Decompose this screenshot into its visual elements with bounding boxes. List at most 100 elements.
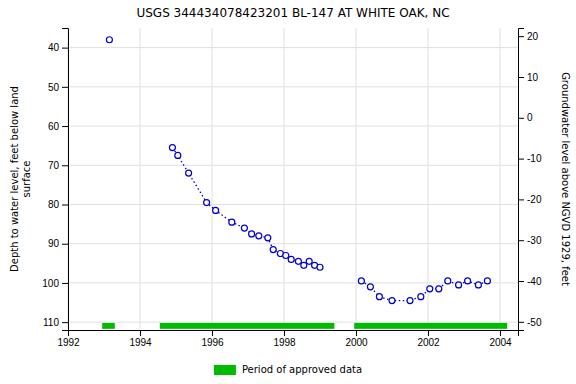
series-point	[301, 262, 307, 268]
tick: 20	[518, 31, 539, 42]
grid-line-x	[500, 28, 501, 330]
plot: 1992199419961998200020022004405060708090…	[42, 28, 542, 348]
tick-label: 70	[48, 160, 60, 171]
grid-line-y	[68, 86, 518, 87]
axis-line	[62, 29, 69, 331]
series	[169, 145, 323, 271]
tick-label: 1994	[129, 337, 152, 348]
tick-label: 2002	[417, 337, 440, 348]
tick: 2002	[417, 330, 440, 348]
tick-mark	[62, 204, 68, 205]
series-point	[367, 284, 373, 290]
series-point	[389, 298, 395, 304]
tick-label: 10	[527, 72, 539, 83]
series-point	[256, 233, 262, 239]
tick-mark	[62, 322, 68, 323]
series-line	[172, 148, 320, 268]
grid-line-x	[356, 28, 357, 330]
legend-swatch	[214, 365, 236, 375]
tick: -50	[518, 317, 542, 328]
tick: 10	[518, 72, 539, 83]
series-point	[427, 286, 433, 292]
tick: 100	[42, 278, 68, 289]
grid-line-y	[68, 204, 518, 205]
series-point	[358, 278, 364, 284]
grid	[68, 28, 518, 330]
tick-label: 1998	[273, 337, 296, 348]
tick: -20	[518, 194, 542, 205]
tick-mark	[428, 330, 429, 336]
tick: 80	[48, 199, 68, 210]
tick-label: 20	[527, 31, 539, 42]
tick-mark	[518, 240, 524, 241]
tick-mark	[500, 330, 501, 336]
tick-mark	[62, 48, 68, 49]
series-point	[186, 170, 192, 176]
tick-label: -10	[527, 153, 542, 164]
tick-mark	[518, 118, 524, 119]
y-axis: 40 50 60 70 80 90 100 110	[42, 29, 68, 331]
series	[358, 278, 490, 304]
grid-line-y	[68, 165, 518, 166]
series-point	[376, 294, 382, 300]
grid-line-y	[68, 126, 518, 127]
tick-label: 50	[48, 82, 60, 93]
series-point	[265, 235, 271, 241]
tick-label: -20	[527, 194, 542, 205]
tick: 1992	[57, 330, 80, 348]
tick: 2000	[345, 330, 368, 348]
tick: 70	[48, 160, 68, 171]
tick-label: 80	[48, 199, 60, 210]
series-point	[475, 282, 481, 288]
series-point	[169, 145, 175, 151]
series-point	[249, 231, 255, 237]
tick-label: 1992	[57, 337, 80, 348]
x-axis: 1992199419961998200020022004	[57, 330, 518, 348]
series-point	[241, 225, 247, 231]
legend-label: Period of approved data	[242, 364, 362, 375]
tick-label: 1996	[201, 337, 224, 348]
approved-bar	[354, 323, 507, 329]
tick-label: -50	[527, 317, 542, 328]
tick-mark	[62, 126, 68, 127]
series-point	[407, 298, 413, 304]
tick-mark	[62, 165, 68, 166]
tick: 1998	[273, 330, 296, 348]
tick: -10	[518, 153, 542, 164]
series-point	[213, 207, 219, 213]
grid-line-y	[68, 322, 518, 323]
tick-mark	[518, 322, 524, 323]
tick: -30	[518, 235, 542, 246]
tick-label: 2000	[345, 337, 368, 348]
axis-line	[519, 29, 525, 331]
approved-bar	[160, 323, 335, 329]
tick-label: 40	[48, 42, 60, 53]
approved-bar	[102, 323, 115, 329]
tick-mark	[140, 330, 141, 336]
series-point	[317, 264, 323, 270]
tick: 50	[48, 82, 68, 93]
tick-mark	[284, 330, 285, 336]
tick-label: -30	[527, 235, 542, 246]
tick: 1994	[129, 330, 152, 348]
grid-line-y	[68, 47, 518, 48]
tick: 90	[48, 238, 68, 249]
series	[106, 37, 112, 43]
axis-line	[69, 331, 519, 337]
tick-mark	[62, 283, 68, 284]
tick-label: 90	[48, 238, 60, 249]
tick-mark	[62, 244, 68, 245]
tick: 110	[43, 317, 68, 328]
marks	[102, 37, 507, 329]
series-point	[436, 286, 442, 292]
tick-label: 110	[43, 317, 59, 328]
tick-mark	[518, 159, 524, 160]
series-point	[295, 258, 301, 264]
grid-line-x	[212, 28, 213, 330]
series-point	[175, 152, 181, 158]
tick-label: 60	[48, 121, 60, 132]
chart: 1992199419961998200020022004405060708090…	[0, 0, 576, 384]
tick: 40	[48, 42, 68, 53]
legend: Period of approved data	[214, 364, 362, 375]
grid-line-x	[284, 28, 285, 330]
